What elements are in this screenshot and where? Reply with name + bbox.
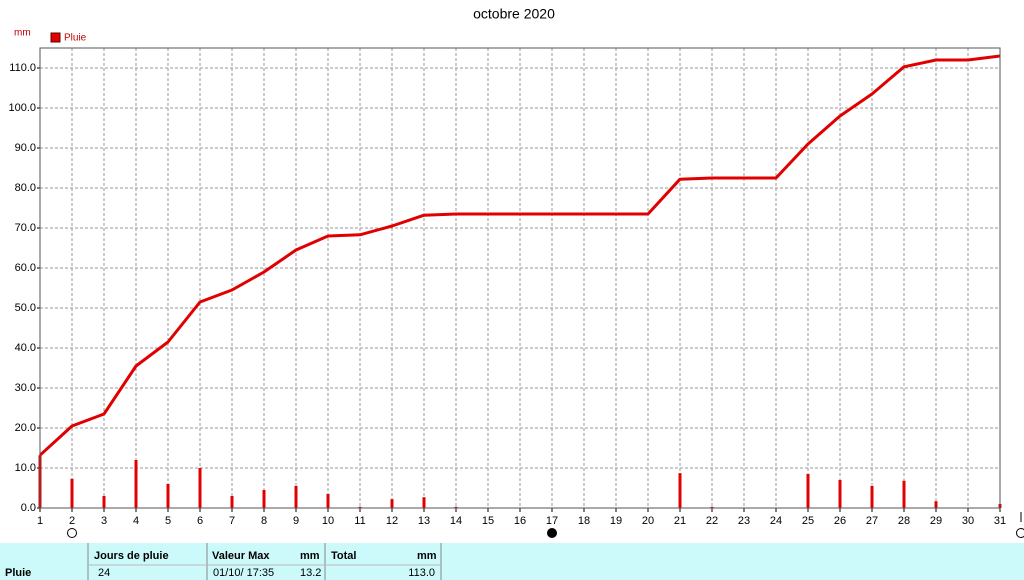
y-tick-label: 80.0	[15, 182, 36, 194]
bar	[422, 497, 426, 508]
column-header: Jours de pluie	[94, 550, 169, 562]
x-tick-label: 29	[930, 515, 942, 527]
legend-label: Pluie	[64, 33, 87, 44]
bar	[102, 496, 106, 508]
column-unit: mm	[417, 550, 437, 562]
x-tick-label: 18	[578, 515, 590, 527]
x-tick-label: 23	[738, 515, 750, 527]
bar	[166, 484, 170, 508]
cell: 24	[98, 567, 110, 579]
x-tick-label: 15	[482, 515, 494, 527]
bar	[870, 486, 874, 508]
x-tick-label: 17	[546, 515, 558, 527]
x-tick-label: 8	[261, 515, 267, 527]
plot-frame	[39, 47, 1001, 509]
bar	[390, 499, 394, 508]
y-tick-label: 20.0	[15, 422, 36, 434]
bar	[230, 496, 234, 508]
bar	[262, 490, 266, 508]
x-tick-label: 14	[450, 515, 462, 527]
bar	[902, 480, 906, 508]
chart-title: octobre 2020	[473, 6, 555, 22]
x-tick-label: 3	[101, 515, 107, 527]
x-tick-label: 6	[197, 515, 203, 527]
x-tick-label: 27	[866, 515, 878, 527]
x-tick-label: 11	[354, 515, 365, 527]
y-tick-label: 40.0	[15, 342, 36, 354]
x-tick-label: 13	[418, 515, 430, 527]
x-tick-label: 5	[165, 515, 171, 527]
bar	[134, 460, 138, 508]
column-unit: mm	[300, 550, 320, 562]
y-tick-label: 70.0	[15, 222, 36, 234]
bar	[806, 474, 810, 508]
x-tick-label: 2	[69, 515, 75, 527]
bar	[70, 478, 74, 508]
moon-icon	[547, 528, 557, 538]
cell: 13.2	[300, 567, 321, 579]
x-tick-label: 24	[770, 515, 782, 527]
stats-table	[0, 543, 1024, 580]
x-tick-label: 7	[229, 515, 235, 527]
moon-icon	[67, 528, 77, 538]
plot: 0.0 10.0 20.0 30.0 40.0 50.0 60.0 70.0 80.0 90.0 1…	[8, 48, 1006, 527]
cell: 113.0	[408, 567, 435, 579]
y-tick-label: 110.0	[9, 62, 36, 74]
legend-swatch	[50, 32, 61, 43]
x-tick-label: 21	[674, 515, 686, 527]
x-tick-label: 30	[962, 515, 974, 527]
x-tick-label: 19	[610, 515, 622, 527]
row-label: Pluie	[5, 567, 31, 579]
x-tick-label: 22	[706, 515, 718, 527]
y-tick-label: 10.0	[15, 462, 36, 474]
x-tick-label: 28	[898, 515, 910, 527]
y-tick-label: 100.0	[8, 102, 36, 114]
x-tick-label: 26	[834, 515, 846, 527]
bar	[710, 506, 714, 508]
y-unit: mm	[14, 28, 31, 39]
bar	[326, 494, 330, 508]
x-tick-label: 31	[994, 515, 1006, 527]
cell: 01/10/ 17:35	[213, 567, 274, 579]
line	[38, 54, 1001, 457]
y-tick-label: 0.0	[21, 502, 36, 514]
column-header: Total	[331, 550, 356, 562]
moon-icon	[1016, 528, 1024, 538]
x-tick-label: 4	[133, 515, 139, 527]
x-tick-label: 25	[802, 515, 814, 527]
y-tick-label: 50.0	[15, 302, 36, 314]
bar	[358, 506, 362, 508]
bar	[838, 480, 842, 508]
x-tick-label: 9	[293, 515, 299, 527]
y-tick-label: 60.0	[15, 262, 36, 274]
x-tick-label: 10	[322, 515, 334, 527]
x-tick-label: 20	[642, 515, 654, 527]
y-tick-label: 30.0	[15, 382, 36, 394]
x-tick-label: 16	[514, 515, 526, 527]
x-tick-label: 12	[386, 515, 398, 527]
y-tick-label: 90.0	[15, 142, 36, 154]
bar	[294, 486, 298, 508]
bar	[678, 473, 682, 508]
bar	[934, 501, 938, 508]
bar	[198, 468, 202, 508]
x-tick-label: 1	[37, 515, 43, 527]
column-header: Valeur Max	[212, 550, 270, 562]
bar	[454, 506, 458, 508]
